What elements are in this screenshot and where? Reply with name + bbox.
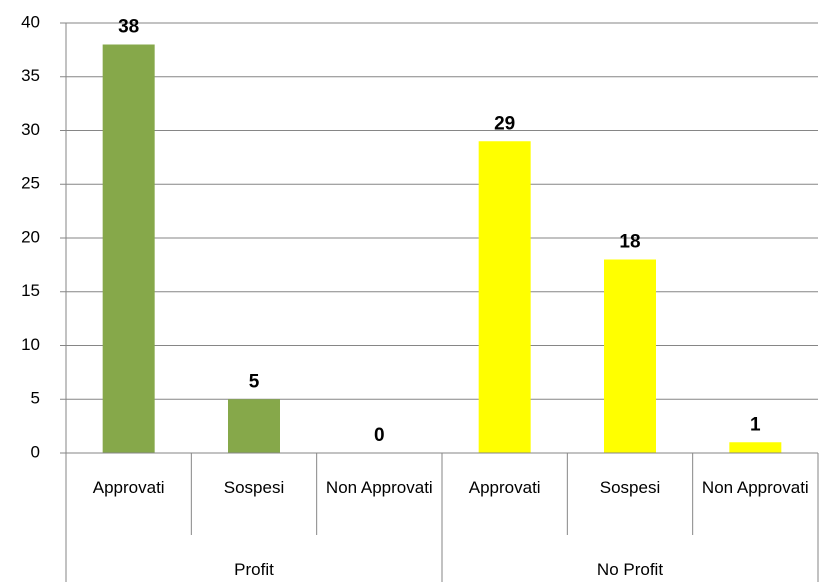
data-label: 5 bbox=[249, 371, 260, 392]
data-label: 38 bbox=[118, 17, 139, 38]
y-tick-label: 35 bbox=[21, 66, 40, 85]
data-label: 1 bbox=[750, 414, 761, 435]
y-tick-label: 15 bbox=[21, 281, 40, 300]
y-tick-label: 10 bbox=[21, 335, 40, 354]
bar bbox=[478, 141, 531, 453]
x-tick-label: Approvati bbox=[92, 478, 165, 497]
y-tick-label: 20 bbox=[21, 227, 40, 246]
group-label: Profit bbox=[234, 560, 274, 579]
data-label: 0 bbox=[374, 425, 385, 446]
y-tick-label: 5 bbox=[31, 389, 40, 408]
x-tick-label: Sospesi bbox=[599, 478, 661, 497]
data-label: 18 bbox=[619, 232, 640, 253]
x-tick-label: Non Approvati bbox=[701, 478, 809, 497]
y-tick-label: 30 bbox=[21, 120, 40, 139]
group-label: No Profit bbox=[596, 560, 664, 579]
bar bbox=[604, 259, 656, 453]
bar bbox=[102, 44, 155, 453]
x-tick-label: Non Approvati bbox=[325, 478, 433, 497]
bar bbox=[729, 442, 782, 453]
y-tick-label: 40 bbox=[21, 12, 40, 31]
y-tick-label: 25 bbox=[21, 174, 40, 193]
bar bbox=[228, 399, 280, 453]
y-tick-label: 0 bbox=[31, 442, 40, 461]
x-tick-label: Approvati bbox=[468, 478, 541, 497]
data-label: 29 bbox=[494, 113, 515, 134]
x-tick-label: Sospesi bbox=[223, 478, 285, 497]
